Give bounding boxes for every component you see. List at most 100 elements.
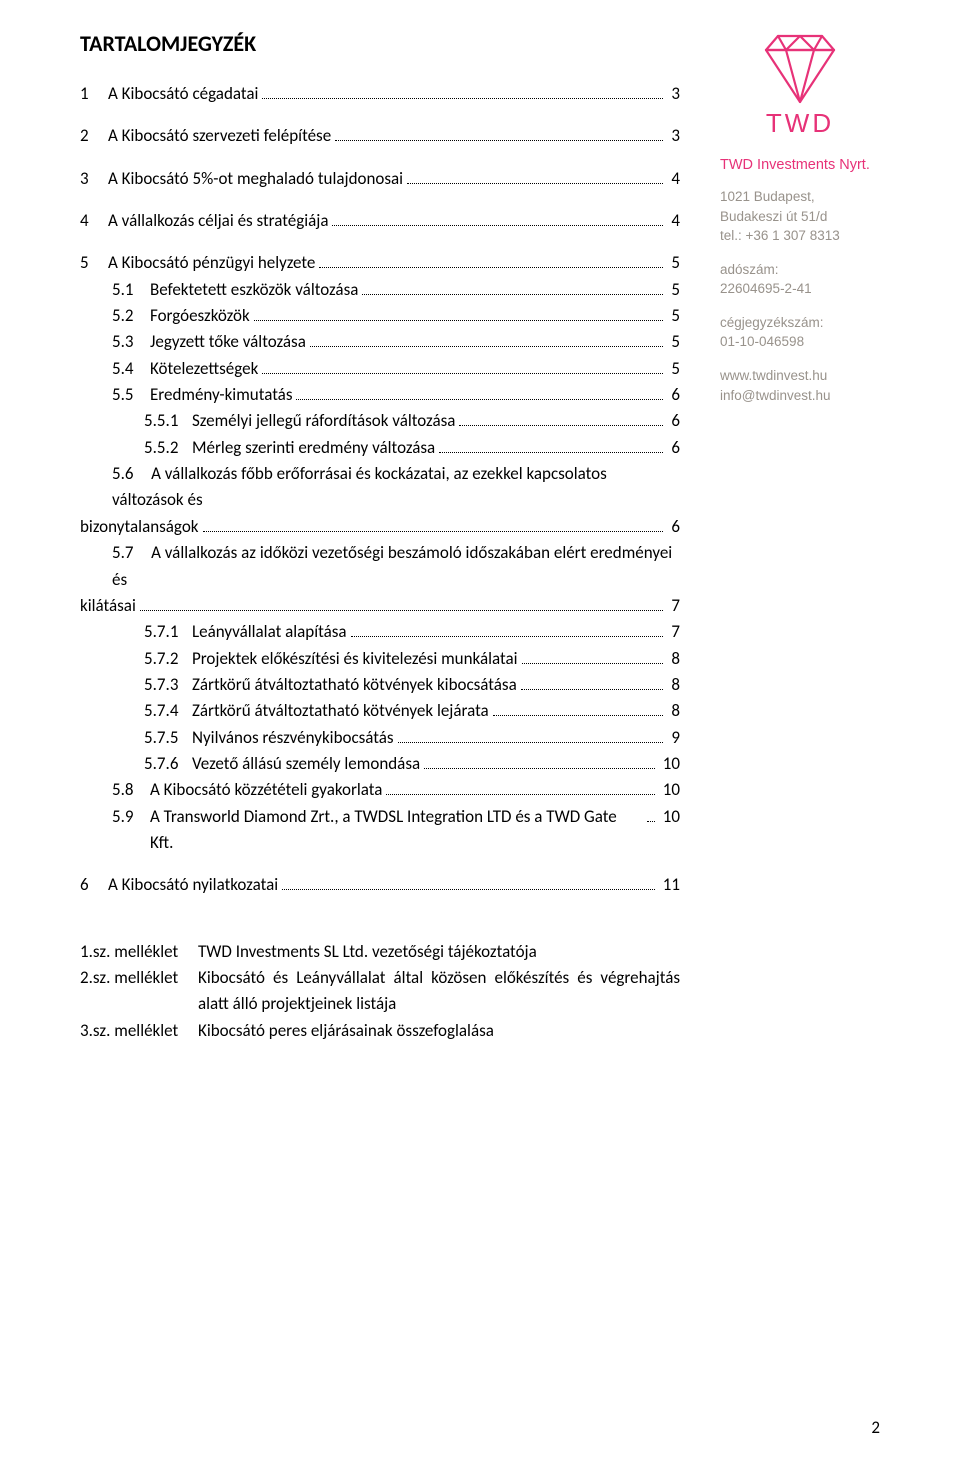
toc-leader	[254, 306, 664, 321]
company-name: TWD Investments Nyrt.	[720, 157, 880, 173]
toc-label: A vállalkozás az időközi vezetőségi besz…	[112, 542, 672, 589]
toc-page: 8	[667, 672, 680, 698]
toc-label: A Kibocsátó 5%-ot meghaladó tulajdonosai	[108, 166, 403, 192]
toc-leader	[647, 806, 655, 821]
appendix-label: 2.sz. melléklet	[80, 965, 198, 1018]
toc-leader	[296, 385, 663, 400]
toc-leader	[351, 622, 664, 637]
logo: TWD	[720, 30, 880, 139]
toc-entry: 5.5.2Mérleg szerinti eredmény változása6	[80, 435, 680, 461]
toc-page: 9	[667, 725, 680, 751]
toc-entry: 5.1Befektetett eszközök változása5	[80, 277, 680, 303]
toc-label: A Kibocsátó nyilatkozatai	[108, 872, 278, 898]
toc-page: 4	[667, 166, 680, 192]
appendix-text: Kibocsátó peres eljárásainak összefoglal…	[198, 1018, 680, 1044]
toc-label: Zártkörű átváltoztatható kötvények lejár…	[192, 698, 489, 724]
email: info@twdinvest.hu	[720, 386, 880, 406]
toc-label: bizonytalanságok	[80, 514, 199, 540]
toc-number: 4	[80, 208, 108, 234]
toc-number: 5.2	[112, 303, 150, 329]
toc-label: A Transworld Diamond Zrt., a TWDSL Integ…	[150, 804, 643, 857]
page-title: TARTALOMJEGYZÉK	[80, 30, 680, 57]
toc-page: 5	[667, 303, 680, 329]
toc-entry: 5.7.1Leányvállalat alapítása 7	[80, 619, 680, 645]
page-number: 2	[871, 1417, 880, 1438]
toc-entry: 5.7.2Projektek előkészítési és kivitelez…	[80, 646, 680, 672]
toc-number: 5.3	[112, 329, 150, 355]
toc-page: 8	[667, 698, 680, 724]
company-info: 1021 Budapest, Budakeszi út 51/d tel.: +…	[720, 187, 880, 405]
toc-page: 5	[667, 356, 680, 382]
toc-label: Jegyzett tőke változása	[150, 329, 306, 355]
toc-label: A vállalkozás főbb erőforrásai és kockáz…	[112, 463, 607, 510]
toc-leader	[439, 437, 663, 452]
sidebar: TWD TWD Investments Nyrt. 1021 Budapest,…	[720, 30, 880, 405]
toc-page: 3	[667, 123, 680, 149]
toc-number: 5.5.1	[144, 408, 192, 434]
toc-label: Projektek előkészítési és kivitelezési m…	[192, 646, 518, 672]
toc-leader	[332, 211, 663, 226]
toc-label: A Kibocsátó pénzügyi helyzete	[108, 250, 315, 276]
appendix-entry: 1.sz. mellékletTWD Investments SL Ltd. v…	[80, 939, 680, 965]
logo-text: TWD	[720, 108, 880, 139]
telephone: tel.: +36 1 307 8313	[720, 226, 880, 246]
toc-number: 5.7.1	[144, 619, 192, 645]
table-of-contents: 1A Kibocsátó cégadatai32A Kibocsátó szer…	[80, 81, 680, 899]
toc-page: 7	[667, 619, 680, 645]
toc-entry: 3A Kibocsátó 5%-ot meghaladó tulajdonosa…	[80, 166, 680, 192]
toc-label: A Kibocsátó szervezeti felépítése	[108, 123, 331, 149]
toc-entry: 5.7.3Zártkörű átváltoztatható kötvények …	[80, 672, 680, 698]
toc-page: 10	[659, 751, 680, 777]
toc-entry: 5.7.5Nyilvános részvénykibocsátás 9	[80, 725, 680, 751]
toc-page: 5	[667, 329, 680, 355]
appendix-text: TWD Investments SL Ltd. vezetőségi tájék…	[198, 939, 680, 965]
toc-page: 6	[667, 382, 680, 408]
appendix-label: 1.sz. melléklet	[80, 939, 198, 965]
diamond-icon	[756, 30, 844, 108]
toc-label: A Kibocsátó közzétételi gyakorlata	[150, 777, 382, 803]
toc-entry: 5.7 A vállalkozás az időközi vezetőségi …	[80, 540, 680, 619]
toc-label: Leányvállalat alapítása	[192, 619, 347, 645]
toc-page: 10	[659, 804, 680, 830]
toc-leader	[262, 84, 663, 99]
toc-number: 5.7	[112, 542, 151, 563]
toc-label: Személyi jellegű ráfordítások változása	[192, 408, 455, 434]
appendix-entry: 3.sz. mellékletKibocsátó peres eljárásai…	[80, 1018, 680, 1044]
toc-number: 2	[80, 123, 108, 149]
toc-entry: 5.6 A vállalkozás főbb erőforrásai és ko…	[80, 461, 680, 540]
toc-page: 11	[659, 872, 680, 898]
toc-leader	[262, 358, 663, 373]
toc-label: Forgóeszközök	[150, 303, 250, 329]
toc-number: 5.5	[112, 382, 150, 408]
toc-leader	[319, 253, 663, 268]
toc-page: 6	[667, 435, 680, 461]
toc-entry: 5.5.1Személyi jellegű ráfordítások válto…	[80, 408, 680, 434]
toc-label: Nyilvános részvénykibocsátás	[192, 725, 394, 751]
address-line-1: 1021 Budapest,	[720, 187, 880, 207]
toc-entry: 5.3Jegyzett tőke változása 5	[80, 329, 680, 355]
toc-label: Eredmény-kimutatás	[150, 382, 292, 408]
toc-page: 6	[667, 408, 680, 434]
toc-leader	[521, 675, 664, 690]
toc-leader	[386, 780, 654, 795]
toc-number: 5.4	[112, 356, 150, 382]
toc-label: kilátásai	[80, 593, 136, 619]
toc-number: 5.7.4	[144, 698, 192, 724]
toc-number: 5.9	[112, 804, 150, 830]
toc-entry: 2A Kibocsátó szervezeti felépítése 3	[80, 123, 680, 149]
address-line-2: Budakeszi út 51/d	[720, 207, 880, 227]
website: www.twdinvest.hu	[720, 366, 880, 386]
toc-number: 5.7.6	[144, 751, 192, 777]
toc-leader	[424, 754, 655, 769]
toc-number: 5.6	[112, 463, 151, 484]
toc-leader	[140, 596, 664, 611]
toc-entry: 5.7.4Zártkörű átváltoztatható kötvények …	[80, 698, 680, 724]
toc-number: 5.1	[112, 277, 150, 303]
toc-entry: 5.7.6Vezető állású személy lemondása10	[80, 751, 680, 777]
toc-leader	[203, 517, 664, 532]
toc-number: 5.7.5	[144, 725, 192, 751]
toc-leader	[310, 332, 664, 347]
toc-page: 10	[659, 777, 680, 803]
registration-value: 01-10-046598	[720, 332, 880, 352]
toc-label: A Kibocsátó cégadatai	[108, 81, 258, 107]
